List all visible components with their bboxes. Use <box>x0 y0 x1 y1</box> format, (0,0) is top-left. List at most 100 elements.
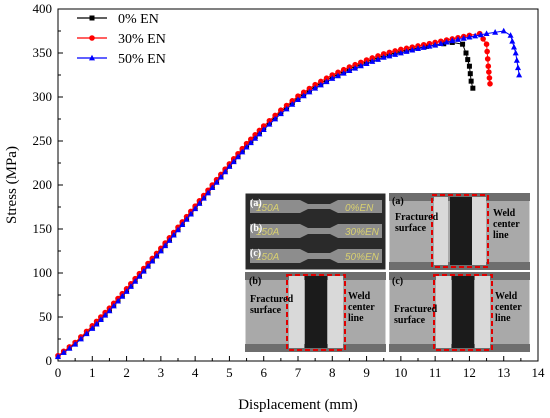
data-point-circle <box>486 75 493 81</box>
data-point-circle <box>278 107 284 113</box>
data-point-triangle <box>472 32 479 39</box>
data-point-triangle <box>153 252 160 259</box>
data-point-triangle <box>295 96 301 103</box>
svg-text:0%EN: 0%EN <box>345 203 374 214</box>
data-point-triangle <box>213 179 220 185</box>
svg-text:surface: surface <box>394 315 426 326</box>
data-point-circle <box>358 59 364 66</box>
x-tick-label: 14 <box>532 365 546 380</box>
data-point-triangle <box>89 325 96 331</box>
data-point-triangle <box>222 168 229 175</box>
svg-text:line: line <box>493 230 509 241</box>
data-point-circle <box>329 72 336 78</box>
svg-text:surface: surface <box>250 305 282 316</box>
data-point-triangle <box>509 37 516 44</box>
data-point-triangle <box>283 105 290 112</box>
panel-label-b-left: (b) <box>250 223 262 234</box>
data-point-triangle <box>289 101 296 107</box>
data-point-circle <box>89 35 95 41</box>
data-point-triangle <box>247 139 254 146</box>
legend-label: 30% EN <box>118 32 166 47</box>
y-axis-title: Stress (MPa) <box>4 146 20 224</box>
svg-text:(a): (a) <box>392 196 404 207</box>
data-point-circle <box>323 75 330 82</box>
data-point-triangle <box>166 237 173 243</box>
data-point-circle <box>352 61 358 68</box>
data-point-triangle <box>136 273 143 279</box>
data-point-triangle <box>443 38 450 45</box>
specimen-2: 150A 30%EN <box>250 224 382 238</box>
x-tick-label: 8 <box>329 365 336 380</box>
y-tick-label: 300 <box>33 89 53 104</box>
data-point-triangle <box>175 226 181 233</box>
data-point-triangle <box>415 45 421 51</box>
svg-text:center: center <box>495 302 522 313</box>
data-point-triangle <box>352 64 359 71</box>
data-point-triangle <box>145 262 151 269</box>
data-point-triangle <box>66 345 73 351</box>
y-tick-label: 200 <box>33 177 53 192</box>
x-axis: 0 1 2 3 4 5 6 7 8 9 10 11 12 13 14 <box>55 356 545 380</box>
data-point-triangle <box>127 283 134 289</box>
data-point-circle <box>485 63 492 69</box>
svg-text:Weld: Weld <box>495 291 518 302</box>
data-point-circle <box>380 51 387 57</box>
data-point-triangle <box>140 267 147 274</box>
data-point-triangle <box>477 31 484 38</box>
svg-text:(b): (b) <box>249 276 261 287</box>
data-point-circle <box>266 117 273 124</box>
series-line <box>57 30 520 358</box>
data-point-triangle <box>460 35 467 41</box>
data-point-triangle <box>77 335 84 342</box>
data-point-square <box>468 78 474 84</box>
data-point-triangle <box>106 307 113 314</box>
data-point-triangle <box>157 247 164 254</box>
data-point-triangle <box>346 67 353 73</box>
inset-panel-a-fracture: (a) Fractured surface Weld center line <box>388 192 531 271</box>
data-point-triangle <box>357 62 364 69</box>
data-point-triangle <box>432 41 439 48</box>
data-point-triangle <box>380 54 387 60</box>
data-point-triangle <box>403 48 410 54</box>
data-point-square <box>441 41 447 47</box>
specimen-3: 150A 50%EN <box>250 249 382 263</box>
data-point-triangle <box>455 36 461 42</box>
data-point-circle <box>335 69 341 76</box>
data-point-triangle <box>409 46 416 53</box>
data-point-triangle <box>162 242 169 249</box>
x-tick-label: 9 <box>363 365 370 380</box>
data-point-triangle <box>179 221 186 227</box>
x-tick-label: 0 <box>55 365 62 380</box>
data-point-circle <box>487 81 493 87</box>
data-point-triangle <box>149 257 156 264</box>
data-point-triangle <box>306 88 313 95</box>
legend-label: 50% EN <box>118 52 166 67</box>
series-layer <box>55 27 523 360</box>
data-point-circle <box>312 81 318 88</box>
data-point-circle <box>392 48 398 54</box>
data-point-circle <box>369 55 376 61</box>
x-tick-label: 10 <box>394 365 407 380</box>
data-point-triangle <box>226 163 233 169</box>
svg-text:150A: 150A <box>256 203 280 214</box>
series-50-en <box>55 27 523 359</box>
x-tick-label: 12 <box>463 365 476 380</box>
data-point-triangle <box>272 115 279 122</box>
data-point-triangle <box>217 173 224 180</box>
data-point-triangle <box>266 120 273 127</box>
data-point-triangle <box>512 49 519 56</box>
data-point-square <box>465 57 471 63</box>
data-point-triangle <box>256 130 263 137</box>
y-tick-label: 50 <box>39 309 52 324</box>
x-tick-label: 4 <box>192 365 199 380</box>
data-point-triangle <box>205 189 211 196</box>
panel-label-c-left: (c) <box>250 248 261 259</box>
data-point-triangle <box>277 110 284 117</box>
data-point-triangle <box>123 288 130 294</box>
x-tick-label: 7 <box>295 365 302 380</box>
svg-text:50%EN: 50%EN <box>345 252 380 263</box>
data-point-circle <box>300 89 307 96</box>
data-point-triangle <box>392 51 399 57</box>
y-tick-label: 250 <box>33 133 53 148</box>
